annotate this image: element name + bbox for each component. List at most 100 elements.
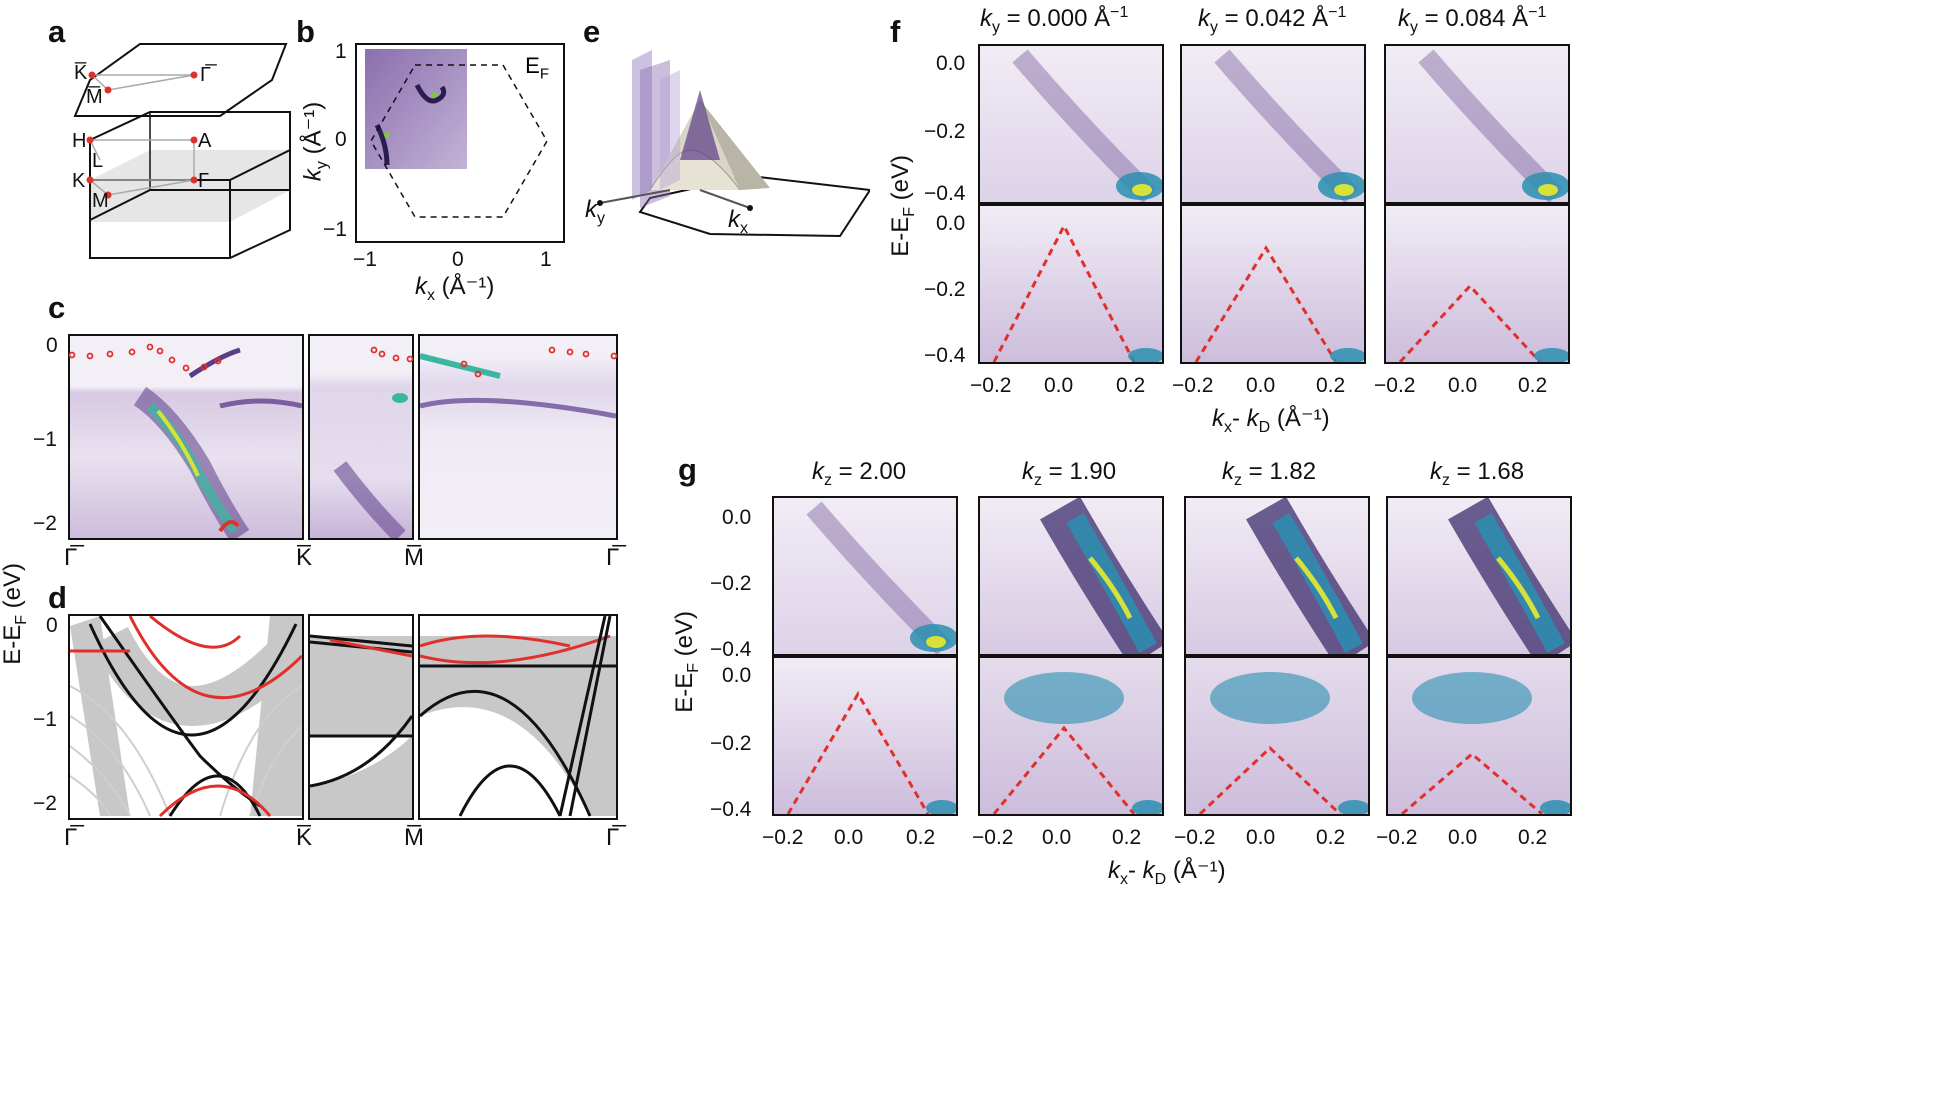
- f-header-2: ky = 0.084 Å−1: [1398, 4, 1547, 36]
- g-panel-top-1: [978, 496, 1164, 656]
- label-H: H: [72, 130, 87, 152]
- fermi-surface-plot: EF: [355, 43, 565, 243]
- b-xtick-0: 0: [452, 248, 464, 271]
- label-A: A: [198, 130, 212, 152]
- d-calc-segment-1: [68, 614, 304, 820]
- g-xtick-3-b: 0.0: [1448, 826, 1478, 849]
- g-xtick-0-c: 0.2: [906, 826, 936, 849]
- g-xtick-2-a: −0.2: [1174, 826, 1216, 849]
- f-ytick-bot-0: 0.0: [936, 212, 966, 235]
- g-ytick-bot-2: −0.4: [710, 798, 752, 821]
- g-xtick-1-c: 0.2: [1112, 826, 1142, 849]
- g-xlabel: kx- kD (Å⁻¹): [1108, 857, 1226, 888]
- ef-sub: F: [539, 65, 549, 83]
- g-panel-bottom-2: [1184, 656, 1370, 816]
- ef-label: E: [525, 53, 540, 78]
- label-Gamma-bar: Γ̅: [200, 64, 212, 86]
- g-header-3: kz = 1.68: [1430, 458, 1525, 489]
- panel-letter-e: e: [583, 14, 601, 49]
- f-xtick-1-c: 0.2: [1316, 374, 1346, 397]
- g-xtick-0-a: −0.2: [762, 826, 804, 849]
- b-ytick-1: 1: [335, 40, 347, 63]
- g-header-2: kz = 1.82: [1222, 458, 1317, 489]
- f-xtick-1-a: −0.2: [1172, 374, 1214, 397]
- brillouin-zone-diagram: [73, 43, 291, 259]
- label-K-bar: K̅: [74, 62, 88, 84]
- panel-letter-c: c: [48, 290, 66, 325]
- c-ytick-m1: −1: [33, 428, 57, 451]
- f-panel-bottom-1: [1180, 204, 1366, 364]
- f-xtick-2-b: 0.0: [1448, 374, 1478, 397]
- c-ytick-m2: −2: [33, 512, 57, 535]
- g-ytick-bot-0: 0.0: [722, 664, 752, 687]
- g-xtick-1-b: 0.0: [1042, 826, 1072, 849]
- f-ytick-top-1: −0.2: [924, 120, 966, 143]
- f-header-0: ky = 0.000 Å−1: [980, 4, 1129, 36]
- g-panel-top-0: [772, 496, 958, 656]
- f-panel-bottom-2: [1384, 204, 1570, 364]
- g-panel-top-3: [1386, 496, 1572, 656]
- c-arpes-segment-2: [308, 334, 414, 540]
- d-kpoint-gamma-2: Γ̅: [606, 824, 620, 851]
- g-xtick-0-b: 0.0: [834, 826, 864, 849]
- c-kpoint-M: M̅: [404, 544, 424, 571]
- label-L: L: [92, 150, 104, 172]
- f-ytick-top-0: 0.0: [936, 52, 966, 75]
- c-arpes-segment-3: [418, 334, 618, 540]
- dirac-cone-schematic: [597, 50, 870, 238]
- d-kpoint-K: K̅: [296, 824, 313, 851]
- d-calc-segment-3: [418, 614, 618, 820]
- g-header-0: kz = 2.00: [812, 458, 907, 489]
- f-ytick-bot-1: −0.2: [924, 278, 966, 301]
- b-xtick-1: 1: [540, 248, 552, 271]
- g-ytick-bot-1: −0.2: [710, 732, 752, 755]
- g-xtick-3-a: −0.2: [1376, 826, 1418, 849]
- g-xtick-2-c: 0.2: [1316, 826, 1346, 849]
- label-K: K: [72, 170, 86, 192]
- f-xtick-2-c: 0.2: [1518, 374, 1548, 397]
- panel-letter-a: a: [48, 14, 66, 49]
- b-ylabel: ky (Å⁻¹): [299, 101, 331, 182]
- b-ytick-0: 0: [335, 128, 347, 151]
- g-xtick-2-b: 0.0: [1246, 826, 1276, 849]
- g-ytick-top-1: −0.2: [710, 572, 752, 595]
- d-calc-segment-2: [308, 614, 414, 820]
- c-kpoint-gamma-2: Γ̅: [606, 544, 620, 571]
- b-ytick-m1: −1: [323, 218, 347, 241]
- b-xtick-m1: −1: [353, 248, 377, 271]
- f-panel-top-1: [1180, 44, 1366, 204]
- panel-letter-g: g: [678, 452, 697, 487]
- g-ylabel: E-EF (eV): [671, 610, 702, 713]
- d-kpoint-M: M̅: [404, 824, 424, 851]
- c-kpoint-gamma-1: Γ̅: [64, 544, 78, 571]
- label-Gamma: Γ: [198, 170, 210, 192]
- g-panel-bottom-1: [978, 656, 1164, 816]
- panel-letter-f: f: [890, 14, 901, 49]
- g-panel-bottom-0: [772, 656, 958, 816]
- g-xtick-1-a: −0.2: [972, 826, 1014, 849]
- cd-ylabel: E-EF (eV): [0, 562, 30, 665]
- g-ytick-top-2: −0.4: [710, 638, 752, 661]
- f-header-1: ky = 0.042 Å−1: [1198, 4, 1347, 36]
- f-xlabel: kx- kD (Å⁻¹): [1212, 405, 1330, 436]
- label-M: M: [92, 190, 109, 212]
- f-ytick-bot-2: −0.4: [924, 344, 966, 367]
- b-xlabel: kx (Å⁻¹): [415, 273, 495, 304]
- e-ky-label: ky: [585, 196, 605, 227]
- c-red-dots: [68, 343, 618, 378]
- g-panel-bottom-3: [1386, 656, 1572, 816]
- f-ylabel: E-EF (eV): [887, 154, 918, 257]
- g-ytick-top-0: 0.0: [722, 506, 752, 529]
- c-kpoint-K: K̅: [296, 544, 313, 571]
- panel-letter-b: b: [296, 14, 315, 49]
- e-kx-label: kx: [728, 206, 748, 237]
- g-xtick-3-c: 0.2: [1518, 826, 1548, 849]
- f-xtick-1-b: 0.0: [1246, 374, 1276, 397]
- c-ytick-0: 0: [46, 334, 58, 357]
- d-kpoint-gamma-1: Γ̅: [64, 824, 78, 851]
- f-xtick-0-a: −0.2: [970, 374, 1012, 397]
- g-panel-top-2: [1184, 496, 1370, 656]
- f-xtick-2-a: −0.2: [1374, 374, 1416, 397]
- f-panel-top-2: [1384, 44, 1570, 204]
- d-ytick-0: 0: [46, 614, 58, 637]
